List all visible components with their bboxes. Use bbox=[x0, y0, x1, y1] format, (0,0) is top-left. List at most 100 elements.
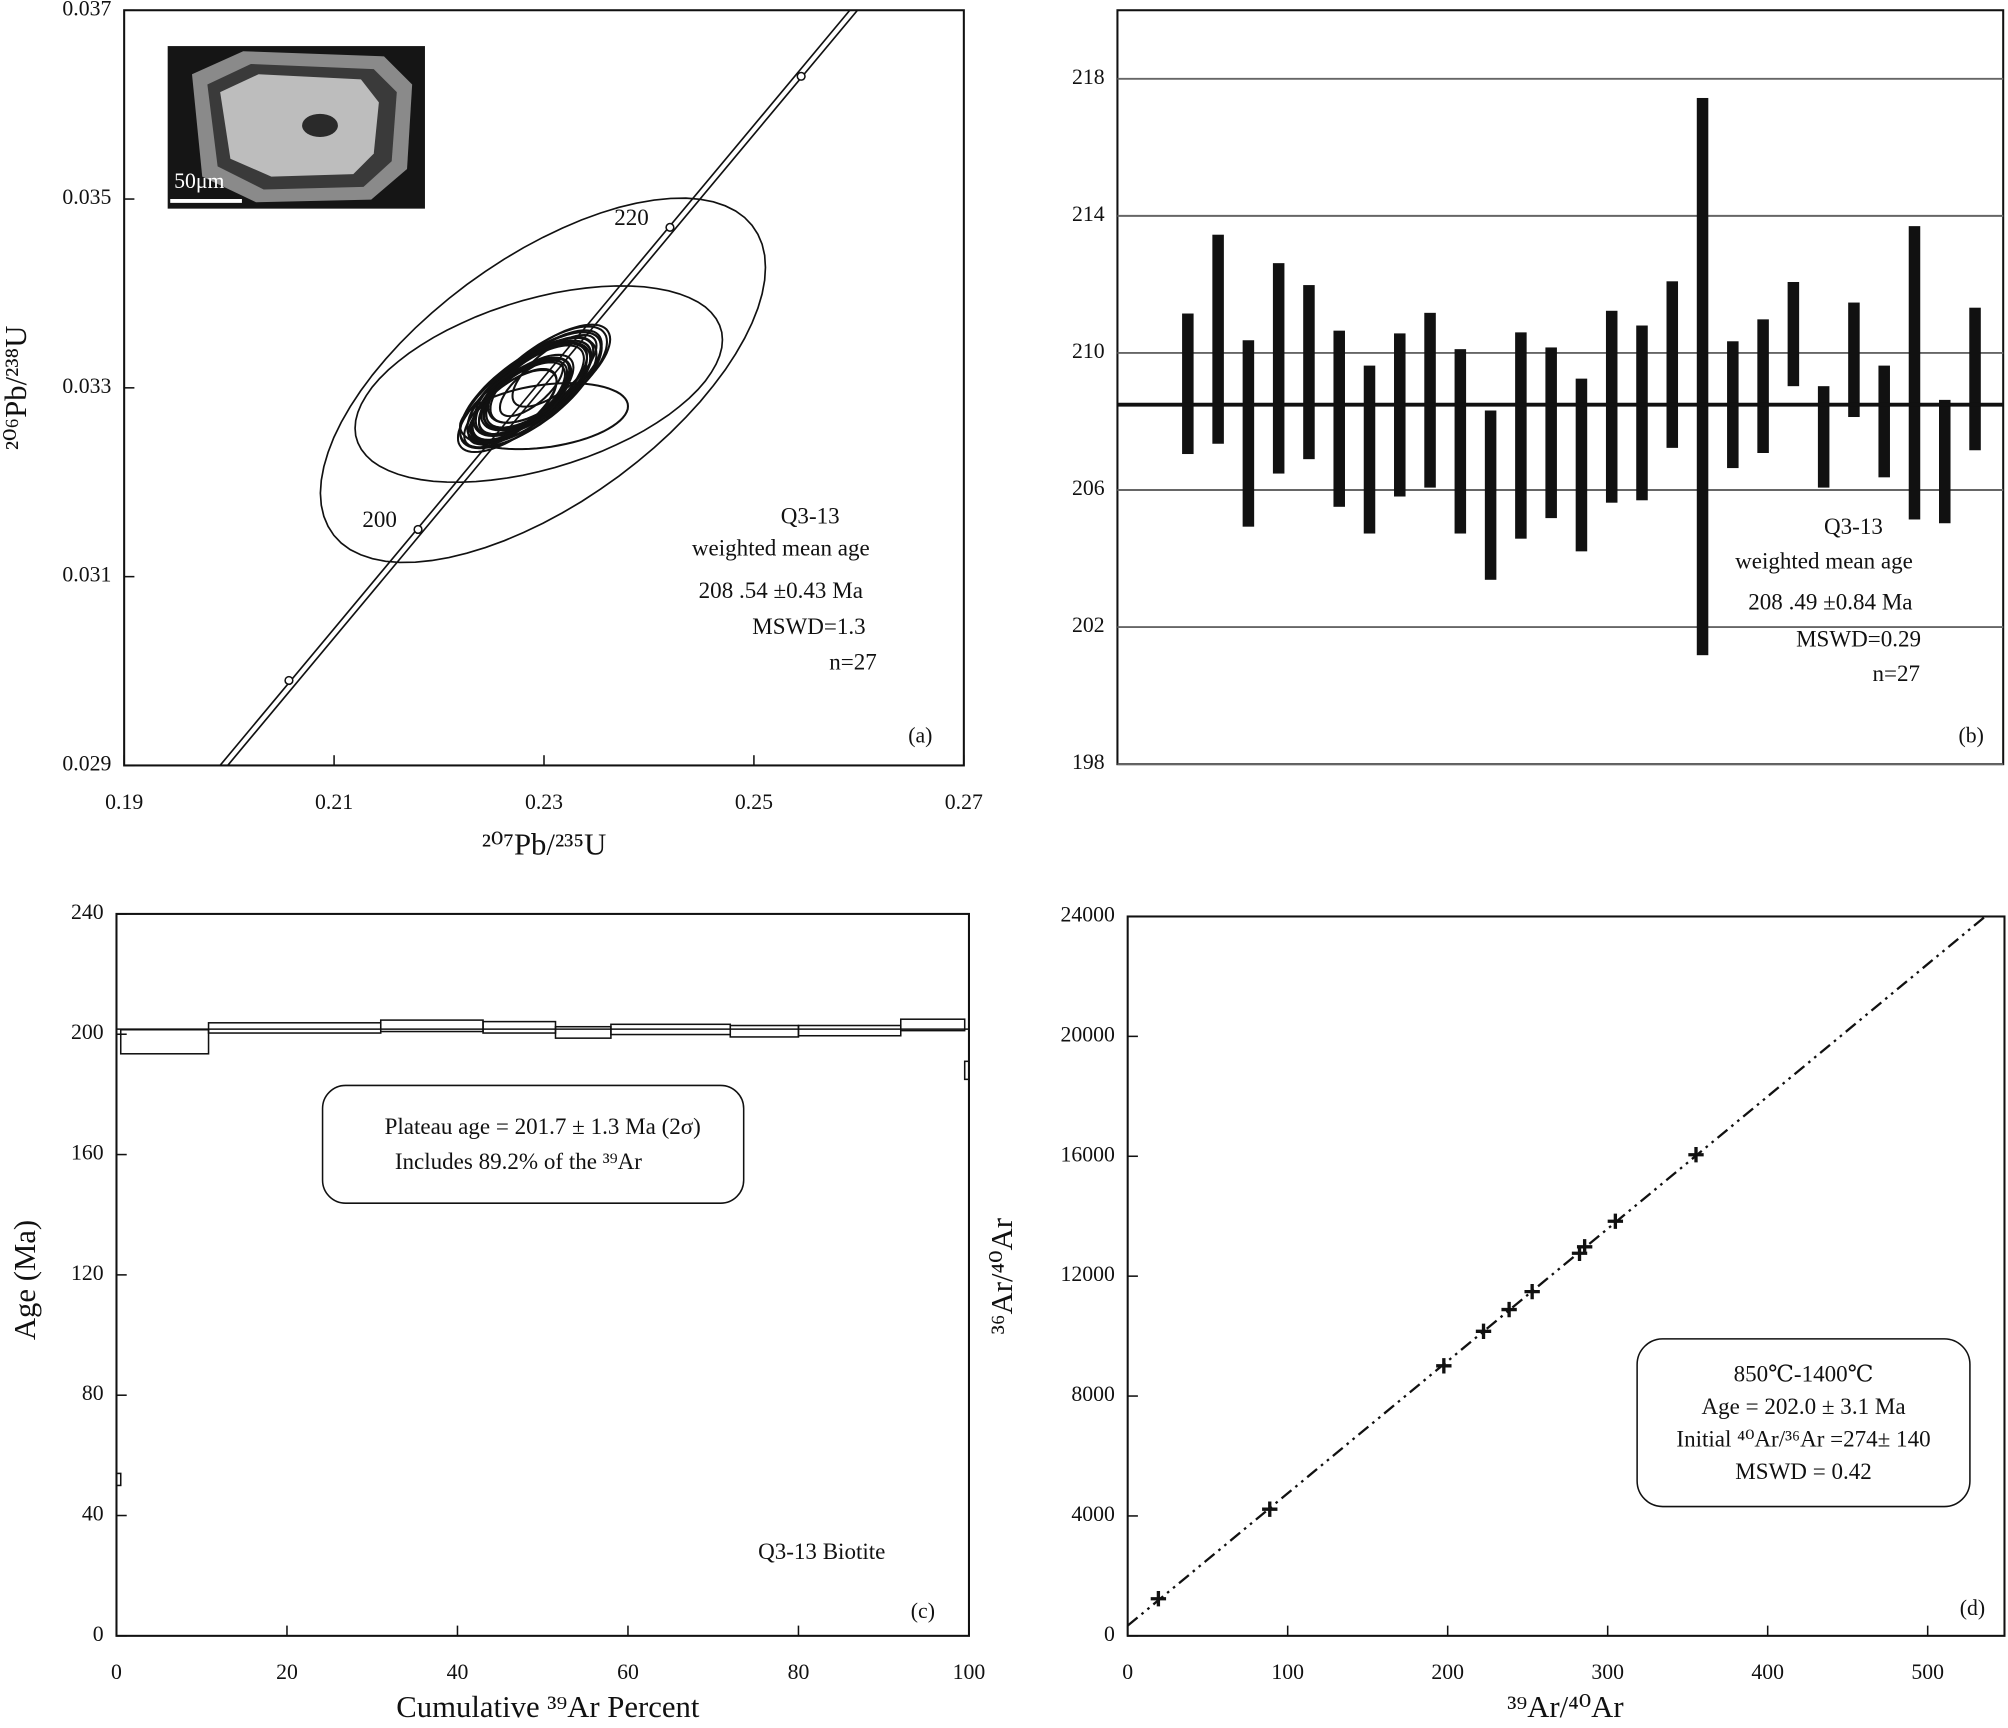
y-tick-label: 40 bbox=[82, 1502, 104, 1526]
error-bar bbox=[1515, 332, 1527, 539]
scale-label: 50μm bbox=[174, 169, 224, 193]
y-axis-label: ³⁶Ar/⁴⁰Ar bbox=[985, 1218, 1019, 1334]
error-bar bbox=[1878, 365, 1890, 478]
box-text: 850℃-1400℃ bbox=[1734, 1360, 1874, 1386]
age-step bbox=[899, 1018, 966, 1032]
panel-label: (c) bbox=[911, 1599, 935, 1623]
x-tick-label: 80 bbox=[788, 1660, 810, 1684]
error-bar bbox=[1394, 333, 1406, 497]
error-bar bbox=[1182, 313, 1194, 455]
y-tick-label: 198 bbox=[1072, 750, 1105, 774]
x-tick-label: 400 bbox=[1751, 1660, 1784, 1684]
y-tick-label: 12000 bbox=[1061, 1262, 1116, 1286]
x-tick-label: 0.21 bbox=[315, 790, 353, 814]
error-ellipse bbox=[472, 331, 603, 437]
x-tick-label: 200 bbox=[1431, 1660, 1464, 1684]
x-tick-label: 0.25 bbox=[735, 790, 773, 814]
x-tick-label: 0 bbox=[1122, 1660, 1133, 1684]
x-tick-label: 0 bbox=[111, 1660, 122, 1684]
error-ellipse bbox=[477, 357, 571, 436]
annotation: MSWD=1.3 bbox=[752, 613, 865, 639]
error-bar bbox=[1424, 312, 1436, 488]
y-tick-label: 210 bbox=[1072, 339, 1105, 363]
x-tick-label: 0.27 bbox=[945, 790, 983, 814]
data-point bbox=[1576, 1239, 1593, 1255]
y-axis-label: Age (Ma) bbox=[8, 1220, 42, 1340]
data-point bbox=[1475, 1323, 1492, 1339]
y-tick-label: 0.033 bbox=[62, 374, 111, 398]
data-point bbox=[1150, 1591, 1167, 1607]
error-bar bbox=[1757, 319, 1769, 453]
error-bar bbox=[1303, 285, 1315, 460]
zircon-inclusion bbox=[302, 113, 338, 137]
age-marker bbox=[284, 675, 294, 686]
age-step bbox=[797, 1024, 902, 1037]
error-ellipse bbox=[459, 382, 629, 451]
y-tick-label: 218 bbox=[1072, 65, 1105, 89]
error-ellipse bbox=[319, 197, 767, 564]
box-text: Plateau age = 201.7 ± 1.3 Ma (2σ) bbox=[385, 1113, 701, 1139]
annotation: Q3-13 bbox=[1824, 513, 1883, 539]
data-point bbox=[1607, 1213, 1624, 1229]
y-tick-label: 240 bbox=[71, 900, 104, 924]
error-bar bbox=[1696, 97, 1709, 656]
x-tick-label: 100 bbox=[1271, 1660, 1304, 1684]
age-step bbox=[115, 1472, 122, 1487]
zircon-inset: 50μm bbox=[167, 46, 425, 209]
error-bar bbox=[1848, 302, 1860, 418]
error-bar bbox=[1666, 281, 1679, 448]
x-tick-label: 0.23 bbox=[525, 790, 563, 814]
error-bar bbox=[1969, 307, 1981, 451]
error-bar bbox=[1454, 349, 1467, 534]
error-bar bbox=[1363, 365, 1376, 534]
error-bar bbox=[1484, 410, 1497, 580]
y-tick-label: 16000 bbox=[1061, 1142, 1116, 1166]
y-tick-label: 0.031 bbox=[62, 563, 111, 587]
panel-label: (a) bbox=[908, 723, 932, 747]
annotation: Q3-13 Biotite bbox=[758, 1538, 885, 1564]
annotation: 208 .49 ±0.84 Ma bbox=[1748, 588, 1912, 614]
y-tick-label: 120 bbox=[71, 1261, 104, 1285]
error-bar bbox=[1817, 386, 1830, 488]
panel-label: (d) bbox=[1960, 1596, 1985, 1620]
concordia-curve bbox=[227, 9, 859, 766]
zircon-core bbox=[220, 74, 379, 177]
box-text: Age = 202.0 ± 3.1 Ma bbox=[1701, 1393, 1905, 1419]
y-tick-label: 160 bbox=[71, 1141, 104, 1165]
y-tick-label: 20000 bbox=[1061, 1022, 1116, 1046]
error-bar bbox=[1212, 234, 1224, 444]
age-marker bbox=[665, 222, 675, 232]
age-marker bbox=[413, 524, 423, 535]
x-tick-label: 500 bbox=[1911, 1660, 1944, 1684]
age-label: 200 bbox=[362, 506, 397, 532]
data-point bbox=[1436, 1358, 1452, 1374]
y-tick-label: 24000 bbox=[1061, 902, 1116, 926]
error-ellipse bbox=[466, 342, 589, 445]
y-tick-label: 214 bbox=[1072, 202, 1105, 226]
y-tick-label: 4000 bbox=[1071, 1502, 1115, 1526]
x-axis-label: ²⁰⁷Pb/²³⁵U bbox=[482, 827, 607, 861]
y-tick-label: 0.035 bbox=[62, 185, 111, 209]
annotation: weighted mean age bbox=[1735, 547, 1913, 573]
x-tick-label: 300 bbox=[1591, 1660, 1624, 1684]
age-marker bbox=[796, 71, 806, 81]
annotation: weighted mean age bbox=[692, 535, 870, 561]
error-bar bbox=[1605, 310, 1618, 503]
box-text: Includes 89.2% of the ³⁹Ar bbox=[395, 1148, 642, 1174]
error-bar bbox=[1636, 325, 1648, 501]
panel-label: (b) bbox=[1959, 723, 1984, 747]
isochron-line bbox=[1126, 915, 1987, 1627]
y-tick-label: 200 bbox=[71, 1020, 104, 1044]
x-axis-label: ³⁹Ar/⁴⁰Ar bbox=[1507, 1690, 1623, 1724]
error-bar bbox=[1939, 399, 1951, 524]
error-bar bbox=[1333, 330, 1345, 507]
age-step bbox=[207, 1022, 382, 1034]
error-bar bbox=[1908, 226, 1921, 520]
data-point bbox=[1688, 1147, 1704, 1163]
annotation: MSWD=0.29 bbox=[1796, 626, 1921, 652]
data-point bbox=[1501, 1301, 1517, 1318]
error-bar bbox=[1575, 378, 1588, 552]
y-tick-label: 80 bbox=[82, 1381, 104, 1405]
